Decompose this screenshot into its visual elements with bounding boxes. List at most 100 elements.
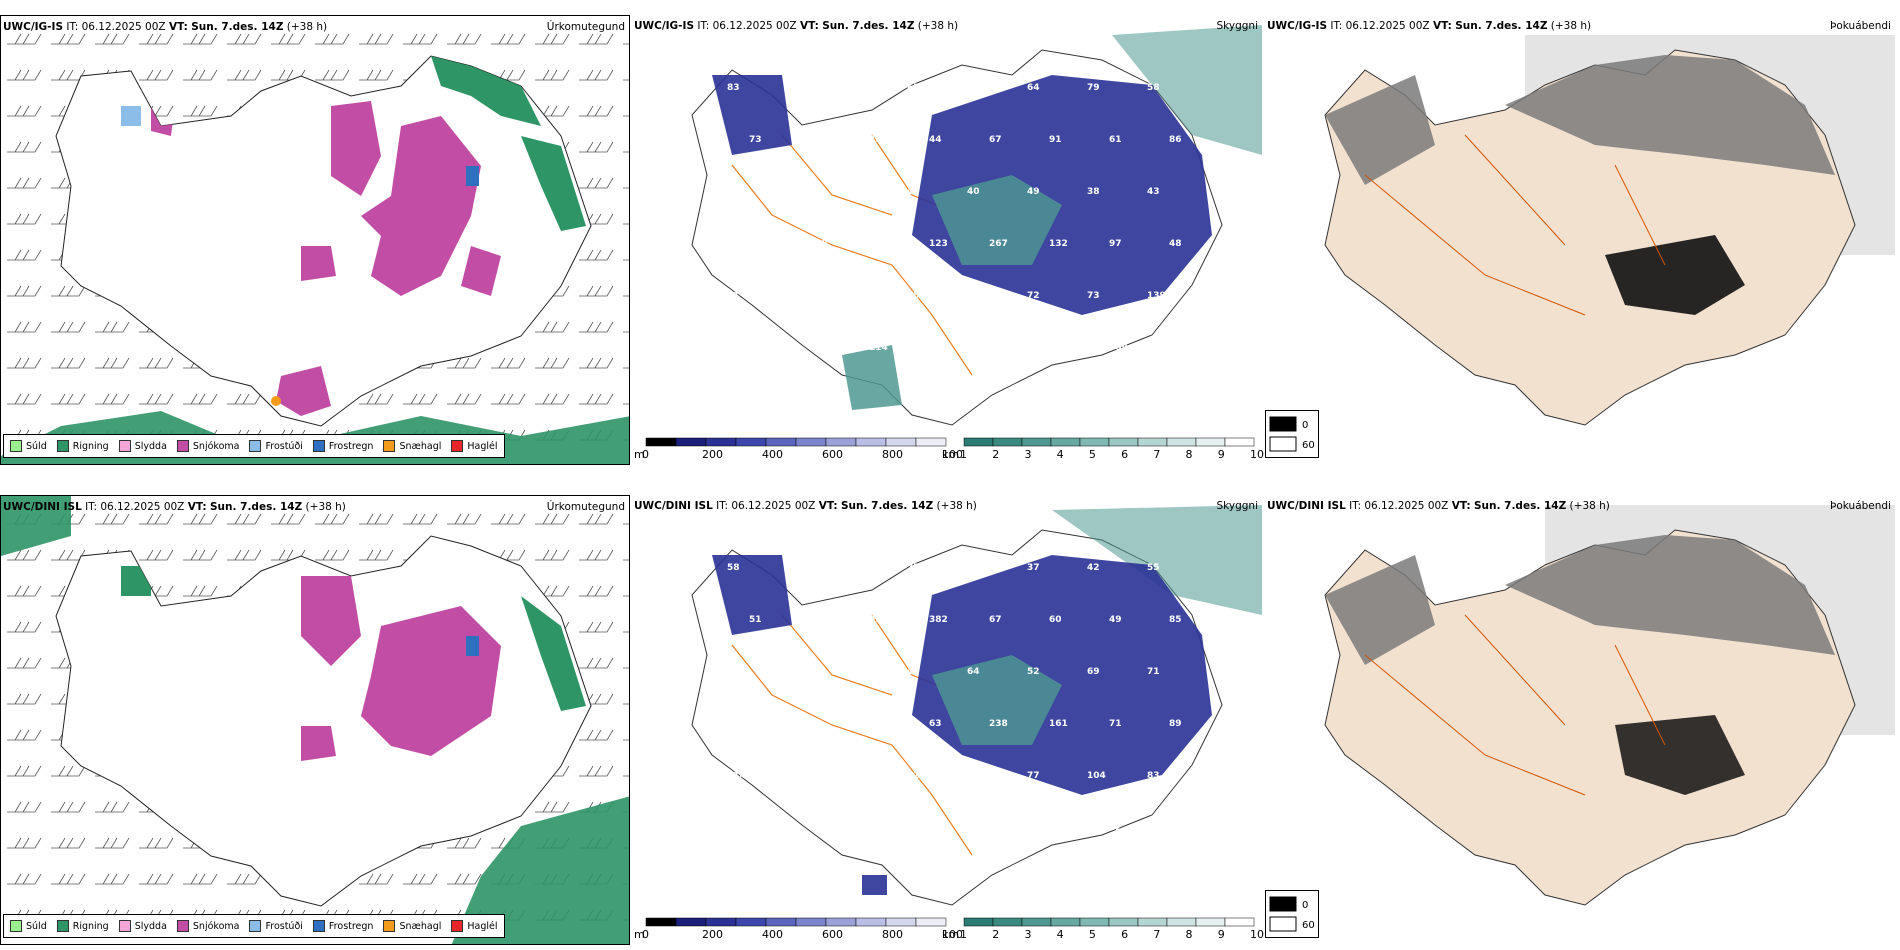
cloud-base-label: 87 [809, 823, 822, 833]
vbar-ticks: 1 2 3 4 5 6 7 8 9 10 [960, 928, 1264, 940]
cloud-base-label: 67 [989, 135, 1002, 145]
cloud-base-label: 58 [1147, 83, 1160, 93]
colorbar-segment [915, 437, 947, 447]
cloud-base-label: 168 [869, 823, 888, 833]
panel-title: Úrkomutegund [546, 501, 625, 513]
colorbar-tick: 2 [992, 448, 999, 460]
colorbar-tick: 800 [882, 928, 903, 940]
legend-item-haglel: Haglél [451, 920, 498, 932]
colorbar-segment [1137, 437, 1168, 447]
legend-item-frostregn: Frostregn [312, 440, 373, 452]
cloud-base-label: 96 [929, 343, 942, 353]
colorbar-tick: 3 [1024, 448, 1031, 460]
colorbar-tick: 5 [1089, 448, 1096, 460]
svg-text:60: 60 [1302, 920, 1315, 931]
cloud-base-label: 40 [967, 187, 980, 197]
precip-legend: Súld Rigning Slydda Snjókoma Frostúði Fr… [3, 914, 505, 938]
fog-legend: 0 60 [1265, 410, 1319, 458]
colorbar-segment [795, 917, 827, 927]
legend-item-rigning: Rigning [56, 920, 109, 932]
cloud-base-label: 67 [989, 615, 1002, 625]
valid-time: Sun. 7.des. 14Z [840, 500, 934, 512]
legend-item-snaehagl: Snæhagl [383, 920, 441, 932]
cloud-base-label: 132 [1049, 239, 1068, 249]
colorbar-tick: 4 [1057, 928, 1064, 940]
init-time: IT: 06.12.2025 00Z [697, 20, 797, 32]
svg-text:0: 0 [1302, 420, 1308, 431]
colorbar-tick: 0 [642, 928, 649, 940]
colorbar-tick: 4 [1057, 448, 1064, 460]
colorbar-segment [992, 917, 1023, 927]
colorbar-tick: 3 [1024, 928, 1031, 940]
vt-label: VT: [168, 21, 188, 33]
cloud-base-colorbar: m 0 200 400 600 800 1000 [634, 917, 962, 940]
low-visibility-sea [1052, 505, 1262, 615]
valid-time: Sun. 7.des. 14Z [1455, 20, 1548, 32]
cloud-base-label: 62 [907, 771, 920, 781]
colorbar-tick: 7 [1153, 928, 1160, 940]
colorbar-segment [1108, 917, 1139, 927]
precip-legend: Súld Rigning Slydda Snjókoma Frostúði Fr… [3, 434, 505, 458]
cloud-base-label: 58 [787, 771, 800, 781]
colorbar-tick: 10 [1250, 928, 1264, 940]
colorbar-segment [1166, 437, 1197, 447]
cloud-base-label: 91 [869, 615, 882, 625]
cloud-base-label: 475 [1169, 343, 1188, 353]
colorbar-tick: 1000 [942, 928, 962, 940]
cloud-base-label: 51 [749, 615, 762, 625]
colorbar-tick: 1000 [942, 448, 962, 460]
colorbar-tick: 400 [762, 448, 783, 460]
cloud-base-labels: 58 41 72 77 59 37 42 55 51 54 91 382 67 60 49 85 48 51 38 4… [727, 563, 1182, 833]
lead-time: (+38 h) [917, 20, 959, 32]
cloud-base-label: 85 [1169, 615, 1182, 625]
colorbar-segment [1195, 437, 1226, 447]
cloud-base-label: 97 [1109, 239, 1122, 249]
valid-time: Sun. 7.des. 14Z [1473, 500, 1567, 512]
cbar-ticks: 0 200 400 600 800 1000 [642, 448, 962, 460]
low-visibility-sea [1112, 25, 1262, 155]
lead-time: (+38 h) [1550, 20, 1592, 32]
model-name: UWC/DINI ISL [3, 501, 82, 513]
colorbar-segment [1195, 917, 1226, 927]
cloud-base-label: 267 [989, 239, 1008, 249]
cloud-base-label: 61 [727, 291, 740, 301]
cloud-base-label: 149 [809, 239, 828, 249]
cloud-base-label: 114 [727, 771, 746, 781]
model-name: UWC/IG-IS [3, 21, 64, 33]
cloud-base-label: 136 [869, 239, 888, 249]
cloud-base-label: 55 [809, 719, 822, 729]
colorbar-segment [963, 437, 994, 447]
cloud-base-label: 509 [1109, 343, 1128, 353]
colorbar-segment [1224, 917, 1255, 927]
vbar-unit: km [942, 928, 959, 940]
colorbar-segment [1079, 917, 1110, 927]
cloud-base-label: 48 [727, 667, 740, 677]
panel-title: Skyggni [1216, 20, 1259, 32]
cloud-base-label: 85 [869, 719, 882, 729]
vt-label: VT: [187, 501, 207, 513]
cloud-base-label: 118 [749, 343, 768, 353]
colorbar-segment [675, 917, 707, 927]
colorbar-tick: 10 [1250, 448, 1264, 460]
colorbar-segment [992, 437, 1023, 447]
colorbar-segment [765, 917, 797, 927]
colorbar-tick: 400 [762, 928, 783, 940]
precip-type-panel-row1: UWC/IG-IS IT: 06.12.2025 00Z VT: Sun. 7.… [0, 15, 630, 465]
precip-type-panel-row2: UWC/DINI ISL IT: 06.12.2025 00Z VT: Sun.… [0, 495, 630, 945]
fog-swatch-0 [1269, 416, 1297, 432]
panel-title: Skyggni [1216, 500, 1259, 512]
precip-areas [121, 56, 586, 416]
cloud-base-label: 46 [787, 83, 800, 93]
lead-time: (+38 h) [305, 501, 346, 513]
cloud-base-label: 49 [1027, 187, 1040, 197]
cloud-base-label: 83 [727, 83, 740, 93]
colorbar-tick: 600 [822, 928, 843, 940]
colorbar-segment [855, 437, 887, 447]
cloud-map: 83 46 84 63 55 64 79 58 73 44 43 44 67 91 61 86 82 77 47 42… [691, 25, 1262, 426]
colorbar-tick: 1 [960, 448, 967, 460]
precip-map [1, 16, 629, 464]
colorbar-tick: 5 [1089, 928, 1096, 940]
cloud-base-label: 82 [1109, 823, 1122, 833]
cloud-base-label: 77 [749, 239, 762, 249]
fog-swatch-60 [1269, 916, 1297, 932]
